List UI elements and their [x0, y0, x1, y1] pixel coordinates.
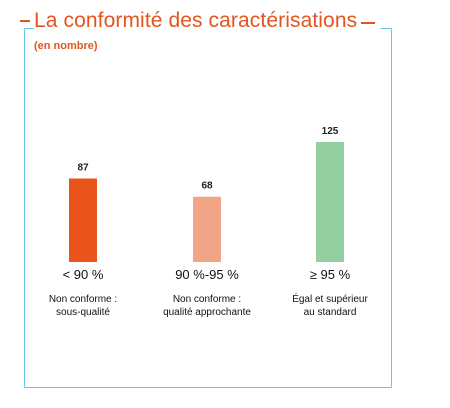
- title-wrap: La conformité des caractérisations: [34, 8, 382, 34]
- category-description: Non conforme :: [173, 294, 241, 305]
- chart-title: La conformité des caractérisations: [34, 9, 358, 32]
- category-label: ≥ 95 %: [310, 267, 351, 282]
- category-description: Égal et supérieur: [292, 292, 368, 305]
- chart-subtitle: (en nombre): [34, 40, 98, 52]
- bar: [193, 196, 221, 262]
- bar-value-label: 87: [77, 162, 89, 173]
- category-description: qualité approchante: [163, 307, 251, 318]
- category-description: au standard: [304, 307, 357, 318]
- bar-value-label: 68: [201, 181, 213, 192]
- category-label: < 90 %: [63, 267, 104, 282]
- category-description: sous-qualité: [56, 307, 110, 318]
- title-right-dash: [361, 21, 376, 24]
- bar: [316, 142, 344, 262]
- category-label: 90 %-95 %: [175, 267, 239, 282]
- category-description: Non conforme :: [49, 294, 117, 305]
- title-left-dash: [20, 20, 30, 22]
- bar: [69, 178, 97, 262]
- bar-value-label: 125: [322, 126, 339, 137]
